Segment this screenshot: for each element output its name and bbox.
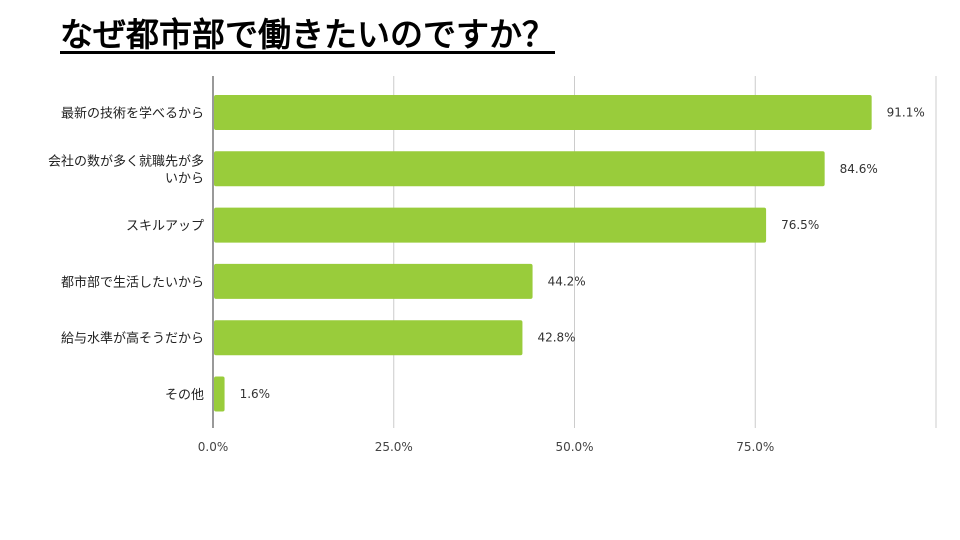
category-label-line: 給与水準が高そうだから <box>61 331 204 347</box>
bar <box>214 320 523 356</box>
data-label: 84.6% <box>840 162 878 176</box>
bars <box>214 95 872 412</box>
category-label: 都市部で生活したいから <box>61 274 204 290</box>
category-label: その他 <box>165 388 204 403</box>
data-label: 42.8% <box>537 331 575 345</box>
category-label: 会社の数が多く就職先が多いから <box>48 153 204 186</box>
bar <box>214 376 225 412</box>
x-tick-label: 75.0% <box>736 440 774 454</box>
category-label-line: 会社の数が多く就職先が多 <box>48 153 204 169</box>
category-label: 最新の技術を学べるから <box>61 106 204 122</box>
category-label-line: いから <box>165 171 204 186</box>
x-tick-label: 50.0% <box>555 440 593 454</box>
data-label: 91.1% <box>887 106 925 120</box>
category-label-line: 最新の技術を学べるから <box>61 106 204 122</box>
bar <box>214 207 767 243</box>
bar <box>214 151 825 187</box>
x-tick-label: 25.0% <box>375 440 413 454</box>
data-label: 76.5% <box>781 218 819 232</box>
x-tick-label: 0.0% <box>198 440 229 454</box>
data-label: 1.6% <box>240 387 271 401</box>
category-label: スキルアップ <box>126 219 204 234</box>
category-label-line: 都市部で生活したいから <box>61 274 204 290</box>
bar <box>214 95 872 130</box>
chart-title: なぜ都市部で働きたいのですか？ <box>60 15 555 54</box>
data-label: 44.2% <box>548 274 586 288</box>
gridlines <box>212 76 937 428</box>
bar <box>214 263 533 299</box>
labels: 0.0% 25.0% 50.0% 75.0% 91.1% 最新の技術を学べるから 84.6%… <box>48 106 925 455</box>
category-label-line: その他 <box>165 388 204 403</box>
category-label-line: スキルアップ <box>126 219 204 234</box>
category-label: 給与水準が高そうだから <box>61 331 204 347</box>
